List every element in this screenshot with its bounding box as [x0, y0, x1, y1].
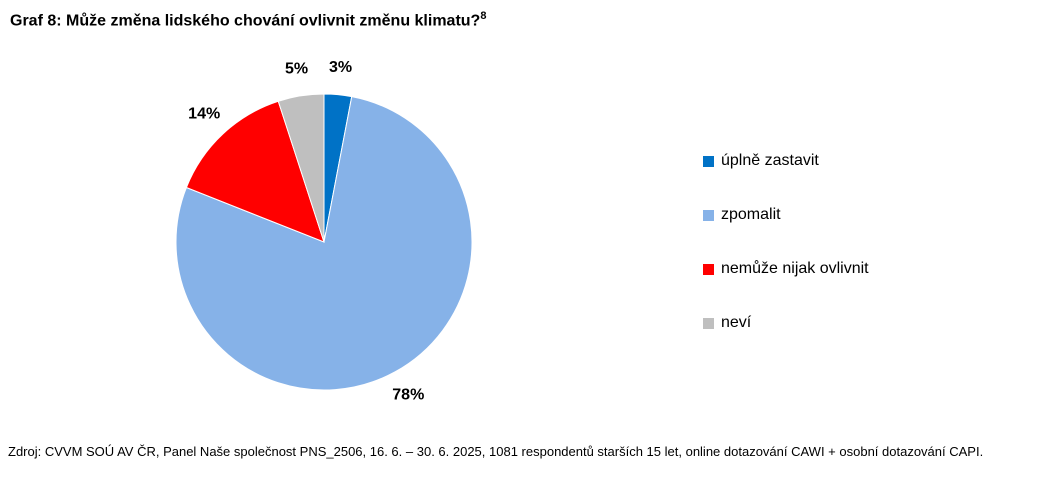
- pie-chart: 3% 78% 14% 5%: [175, 59, 473, 404]
- legend-item: úplně zastavit: [703, 152, 869, 170]
- legend-label: nemůže nijak ovlivnit: [721, 260, 869, 277]
- chart-title: Graf 8: Může změna lidského chování ovli…: [10, 10, 486, 30]
- source-note: Zdroj: CVVM SOÚ AV ČR, Panel Naše společ…: [8, 444, 984, 459]
- legend-label: neví: [721, 314, 752, 331]
- legend-item: neví: [703, 314, 869, 332]
- legend-item: nemůže nijak ovlivnit: [703, 260, 869, 278]
- legend-swatch: [703, 209, 714, 221]
- slice-percentage-label: 3%: [329, 59, 352, 76]
- pie-slice: [175, 96, 473, 391]
- pie-slice: [277, 93, 325, 243]
- slice-percentage-label: 5%: [285, 60, 308, 77]
- legend-item: zpomalit: [703, 206, 869, 224]
- chart-title-text: Graf 8: Může změna lidského chování ovli…: [10, 12, 481, 30]
- legend-label: zpomalit: [721, 206, 781, 223]
- chart-title-footnote-marker: 8: [480, 10, 487, 22]
- slice-percentage-label: 14%: [188, 106, 220, 123]
- legend-swatch: [703, 155, 714, 167]
- chart-legend: úplně zastavit zpomalit nemůže nijak ovl…: [703, 152, 869, 368]
- legend-swatch: [703, 263, 714, 275]
- slice-percentage-label: 78%: [392, 387, 424, 404]
- legend-swatch: [703, 317, 714, 329]
- legend-label: úplně zastavit: [721, 152, 819, 169]
